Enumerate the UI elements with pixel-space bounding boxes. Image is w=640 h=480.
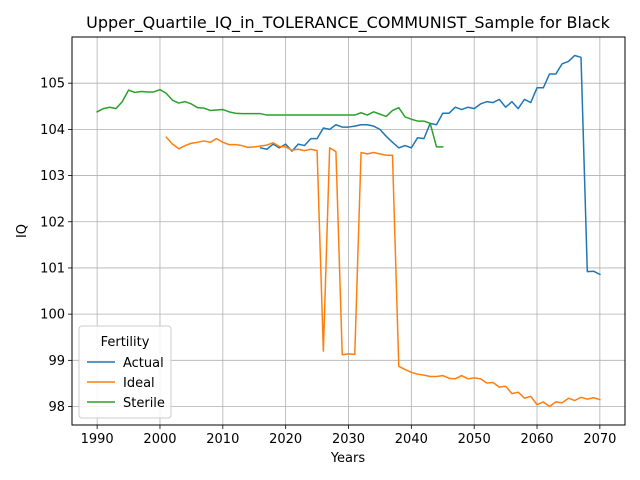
y-tick-label: 101	[40, 261, 65, 276]
y-tick-label: 103	[40, 169, 65, 184]
y-tick-label: 100	[40, 308, 65, 323]
chart-title: Upper_Quartile_IQ_in_TOLERANCE_COMMUNIST…	[86, 13, 610, 33]
x-tick-label: 2040	[395, 432, 428, 447]
x-tick-label: 2070	[583, 432, 616, 447]
y-tick-label: 102	[40, 215, 65, 230]
legend-box	[78, 325, 172, 419]
y-tick-label: 104	[40, 123, 65, 138]
legend: Fertility Actual Ideal Sterile	[78, 325, 172, 419]
series-line-ideal	[165, 136, 601, 408]
y-tick-label: 99	[48, 354, 65, 369]
x-tick-label: 1990	[81, 432, 114, 447]
x-axis-label: Years	[330, 451, 366, 466]
x-tick-label: 2060	[520, 432, 553, 447]
series-line-sterile	[96, 88, 444, 148]
legend-label-actual: Actual	[123, 356, 164, 371]
grid-lines	[72, 37, 625, 425]
axis-ticks: 1990 2000 2010 2020 2030 2040 2050 2060 2070 98 99…	[40, 77, 616, 447]
legend-title: Fertility	[101, 335, 150, 350]
x-tick-label: 2050	[458, 432, 491, 447]
x-tick-label: 2020	[269, 432, 302, 447]
legend-label-ideal: Ideal	[123, 376, 155, 391]
y-axis-label: IQ	[15, 224, 30, 238]
y-tick-label: 98	[48, 400, 65, 415]
x-tick-label: 2030	[332, 432, 365, 447]
legend-label-sterile: Sterile	[123, 396, 165, 411]
x-tick-label: 2010	[206, 432, 239, 447]
x-tick-label: 2000	[143, 432, 176, 447]
y-tick-label: 105	[40, 77, 65, 92]
series-lines	[96, 54, 601, 408]
